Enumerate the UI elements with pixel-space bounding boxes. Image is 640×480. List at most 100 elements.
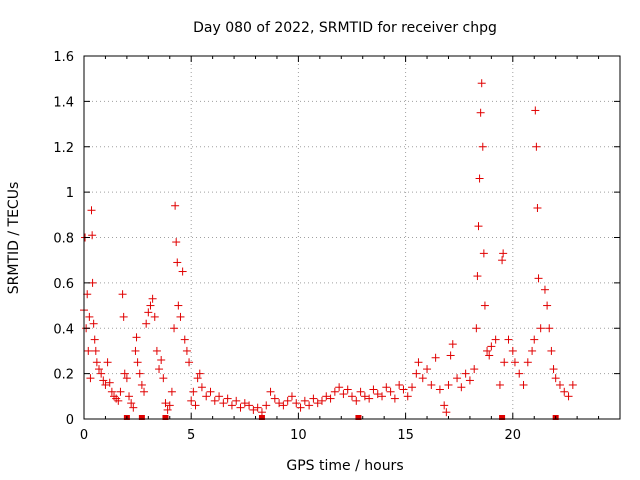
data-point (475, 174, 484, 183)
data-point (399, 385, 408, 394)
data-point (549, 365, 558, 374)
data-point (343, 385, 352, 394)
y-tick-label: 0.2 (53, 368, 74, 383)
data-point (356, 387, 365, 396)
data-point (142, 319, 151, 328)
gap-marker (258, 415, 265, 420)
x-axis-label: GPS time / hours (286, 458, 403, 474)
data-point (88, 231, 97, 240)
y-tick-label: 1.2 (53, 141, 74, 156)
data-point (165, 401, 174, 410)
data-point (161, 399, 170, 408)
data-point (84, 346, 93, 355)
data-point (431, 353, 440, 362)
data-point (191, 401, 200, 410)
data-point (137, 380, 146, 389)
x-tick-label: 0 (80, 428, 88, 443)
data-point (206, 387, 215, 396)
data-point (532, 142, 541, 151)
y-tick-label: 1 (66, 186, 74, 201)
data-point (236, 403, 245, 412)
data-point (465, 376, 474, 385)
data-point (118, 290, 127, 299)
data-point (408, 383, 417, 392)
data-point (483, 346, 492, 355)
data-point (83, 290, 92, 299)
data-point (232, 396, 241, 405)
data-point (193, 374, 202, 383)
data-point (296, 403, 305, 412)
y-tick-label: 0.8 (53, 232, 74, 247)
data-point (163, 405, 172, 414)
data-point (508, 346, 517, 355)
data-point (292, 399, 301, 408)
data-point (487, 342, 496, 351)
data-points (80, 79, 577, 420)
y-tick-label: 0.4 (53, 322, 74, 337)
data-point (418, 374, 427, 383)
data-point (530, 335, 539, 344)
data-point (127, 399, 136, 408)
data-point (568, 380, 577, 389)
data-point (91, 346, 100, 355)
data-point (348, 392, 356, 401)
data-point (157, 356, 166, 365)
data-point (240, 399, 249, 408)
data-point (119, 312, 128, 321)
data-point (536, 324, 545, 333)
data-point (180, 335, 189, 344)
x-tick-label: 15 (397, 428, 414, 443)
data-point (412, 369, 421, 378)
data-point (173, 258, 182, 267)
data-point (500, 358, 509, 367)
data-point (528, 346, 537, 355)
data-point (107, 387, 116, 396)
data-point (414, 358, 423, 367)
data-point (140, 387, 149, 396)
data-point (442, 408, 451, 417)
data-point (227, 401, 236, 410)
data-point (253, 403, 262, 412)
x-tick-label: 20 (505, 428, 522, 443)
data-point (440, 401, 449, 410)
data-point (523, 358, 532, 367)
data-point (210, 396, 219, 405)
data-point (386, 387, 395, 396)
data-point (423, 365, 432, 374)
data-point (92, 358, 101, 367)
data-point (495, 380, 504, 389)
data-point (365, 394, 374, 403)
data-point (473, 272, 482, 281)
data-point (249, 405, 258, 414)
data-point (174, 301, 183, 310)
data-point (390, 394, 399, 403)
data-point (448, 340, 457, 349)
data-point (339, 390, 348, 399)
data-point (159, 374, 168, 383)
data-point (382, 383, 391, 392)
data-point (89, 319, 98, 328)
data-point (478, 142, 487, 151)
data-point (300, 396, 309, 405)
data-point (446, 351, 455, 360)
data-point (498, 256, 507, 265)
data-point (287, 392, 296, 401)
data-point (515, 369, 524, 378)
data-point (101, 380, 110, 389)
data-point (122, 374, 131, 383)
data-point (197, 383, 206, 392)
data-point (87, 206, 96, 215)
data-point (125, 392, 134, 401)
y-tick-label: 1.6 (53, 50, 74, 65)
data-point (453, 374, 462, 383)
data-point (352, 396, 361, 405)
y-tick-label: 0 (66, 413, 74, 428)
data-point (146, 301, 155, 310)
data-point (90, 335, 99, 344)
data-point (504, 335, 513, 344)
data-point (457, 383, 466, 392)
data-point (135, 369, 144, 378)
data-point (85, 312, 94, 321)
data-point (97, 369, 106, 378)
